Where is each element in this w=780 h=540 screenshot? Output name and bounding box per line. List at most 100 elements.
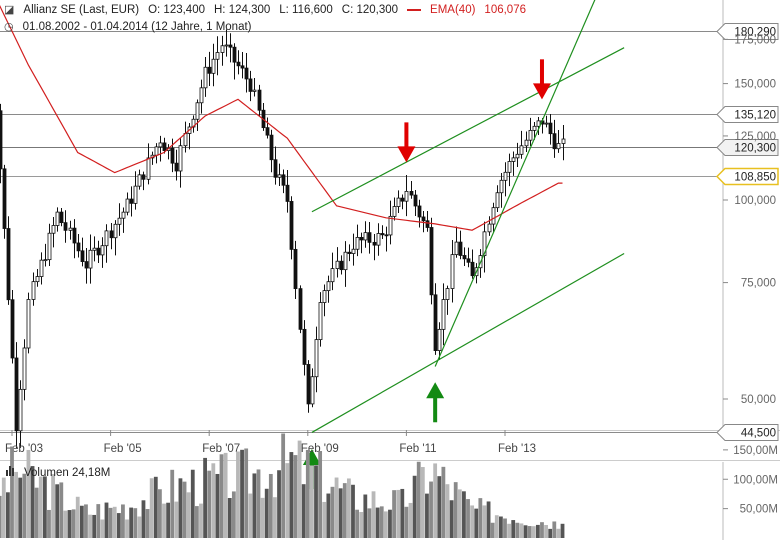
volume-bar (18, 477, 23, 538)
candle-down (347, 251, 352, 254)
volume-bar (47, 509, 51, 538)
candle-down (174, 162, 179, 172)
volume-bar (338, 488, 343, 538)
volume-bar (219, 454, 224, 538)
high-value: H: 124,300 (214, 4, 271, 16)
volume-label: Volumen 24,18M (24, 467, 110, 479)
volume-bar (178, 478, 183, 538)
volume-bar (51, 474, 55, 538)
volume-bar (305, 449, 310, 538)
candle-up (154, 146, 159, 156)
signal-arrows (302, 59, 551, 490)
candle-up (511, 157, 516, 162)
candle-down (285, 184, 290, 202)
volume-bar (116, 513, 121, 538)
candle-up (100, 245, 105, 256)
candle-up (519, 145, 524, 155)
open-value: O: 123,400 (148, 4, 205, 16)
period-row: ◷ 01.08.2002 - 01.04.2014 (12 Jahre, 1 Mo… (4, 20, 261, 33)
sell-arrow-shaft (404, 122, 409, 149)
y-tick-label: 50,000 (741, 394, 776, 406)
candle-down (298, 288, 303, 330)
volume-bar (527, 526, 532, 538)
candle-down (265, 127, 270, 136)
volume-bar (42, 476, 47, 538)
ema-40-line (0, 4, 563, 231)
candle-down (458, 241, 463, 256)
volume-bar (104, 502, 109, 538)
volume-bar (470, 505, 475, 538)
candle-down (2, 168, 7, 229)
candle-up (211, 58, 216, 74)
volume-bar (125, 519, 129, 538)
y-tick-label: 150,000 (734, 79, 776, 91)
candle-down (367, 232, 372, 243)
candle-down (409, 190, 414, 196)
candle-down (380, 233, 385, 236)
volume-bar (400, 488, 405, 538)
y-tick-label: 125,000 (734, 131, 776, 143)
volume-bar (121, 504, 125, 538)
volume-bar (544, 525, 548, 538)
candle-down (244, 67, 249, 80)
x-tick-label: Feb '05 (104, 443, 142, 455)
volume-bar (552, 521, 557, 538)
volume-bar (182, 481, 187, 538)
volume-bar (260, 497, 265, 538)
level-value-label: 120,300 (734, 143, 776, 155)
trendline (434, 0, 596, 367)
level-badge (715, 167, 779, 186)
volume-y-tick-label: 50,00M (740, 504, 778, 516)
candle-down (273, 159, 278, 178)
candle-down (109, 230, 114, 239)
volume-bar (388, 509, 392, 538)
candle-up (318, 302, 323, 341)
candle-down (413, 194, 418, 207)
volume-bar (227, 498, 232, 538)
volume-bar (301, 484, 306, 538)
candle-down (76, 242, 81, 252)
horizontal-levels: 180,290 135,120 120,300 108,850 44,500 (0, 23, 779, 441)
volume-bar (322, 501, 327, 538)
candle-down (425, 220, 430, 228)
volume-bar (433, 463, 438, 538)
sell-arrow-head (397, 146, 416, 163)
candle-up (441, 299, 446, 330)
volume-bar (494, 515, 499, 538)
candle-down (421, 216, 426, 222)
candle-up (507, 161, 512, 173)
volume-bar (498, 516, 503, 538)
volume-bar (162, 503, 166, 538)
candle-down (289, 201, 294, 250)
candle-down (129, 198, 134, 204)
ema-legend-swatch (407, 8, 422, 11)
volume-bar (560, 523, 565, 538)
volume-bar (318, 450, 323, 538)
volume-bar (79, 505, 84, 538)
volume-bar (256, 469, 261, 538)
volume-bar (515, 522, 520, 538)
candle-up (532, 125, 537, 131)
level-value-label: 44,500 (741, 428, 776, 440)
candle-up (404, 190, 409, 202)
candle-down (248, 78, 253, 92)
volume-bar (429, 481, 433, 538)
sell-arrow-shaft (539, 59, 544, 86)
candle-up (392, 206, 397, 217)
candle-up (277, 174, 282, 178)
y-tick-label: 75,000 (741, 278, 776, 290)
candle-up (26, 299, 31, 349)
candle-up (199, 87, 204, 104)
candle-up (68, 227, 73, 231)
volume-bar (556, 528, 561, 538)
volume-bar (112, 506, 117, 538)
bar-chart-icon-bar (9, 466, 11, 476)
candle-down (232, 46, 237, 63)
candle-up (495, 192, 500, 209)
volume-bar (215, 473, 220, 538)
level-badge (716, 106, 779, 123)
candle-up (437, 328, 442, 351)
candle-up (355, 237, 360, 250)
volume-bar (404, 506, 409, 538)
